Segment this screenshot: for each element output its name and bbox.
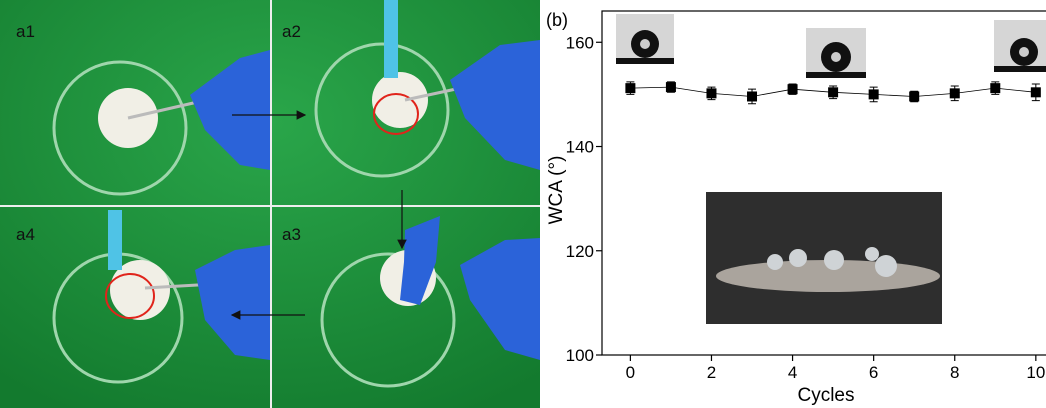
data-point [950,88,960,98]
photo-panels: a1 a2 a4 a3 [0,0,540,408]
panel-label: a1 [16,22,35,41]
droplet-inset [994,20,1046,72]
figure: a1 a2 a4 a3 (b) Cycles WCA (°) 100120140… [0,0,1046,408]
x-tick-label: 2 [707,363,716,382]
y-tick-label: 140 [566,138,594,157]
panel-label: a2 [282,22,301,41]
data-point [828,87,838,97]
data-point [788,84,798,94]
panel-label: (b) [546,10,568,30]
x-tick-label: 8 [950,363,959,382]
pipette [384,0,398,78]
x-tick-label: 6 [869,363,878,382]
photo-inset [706,192,942,324]
panel-label: a3 [282,225,301,244]
data-point [625,83,635,93]
data-point [706,88,716,98]
x-tick-label: 10 [1026,363,1045,382]
y-axis-label: WCA (°) [546,156,567,225]
droplet-inset [616,14,674,64]
data-point [666,82,676,92]
pipette [108,210,122,270]
data-point [747,91,757,101]
panel-label: a4 [16,225,35,244]
data-point [1031,87,1041,97]
droplet-inset [806,28,866,78]
x-tick-label: 4 [788,363,797,382]
data-point [909,91,919,101]
data-point [990,83,1000,93]
x-tick-label: 0 [626,363,635,382]
y-tick-label: 120 [566,242,594,261]
data-point [869,89,879,99]
figure-canvas: a1 a2 a4 a3 (b) Cycles WCA (°) 100120140… [0,0,1046,408]
x-axis-label: Cycles [797,385,854,406]
y-tick-label: 160 [566,33,594,52]
y-tick-label: 100 [566,346,594,365]
